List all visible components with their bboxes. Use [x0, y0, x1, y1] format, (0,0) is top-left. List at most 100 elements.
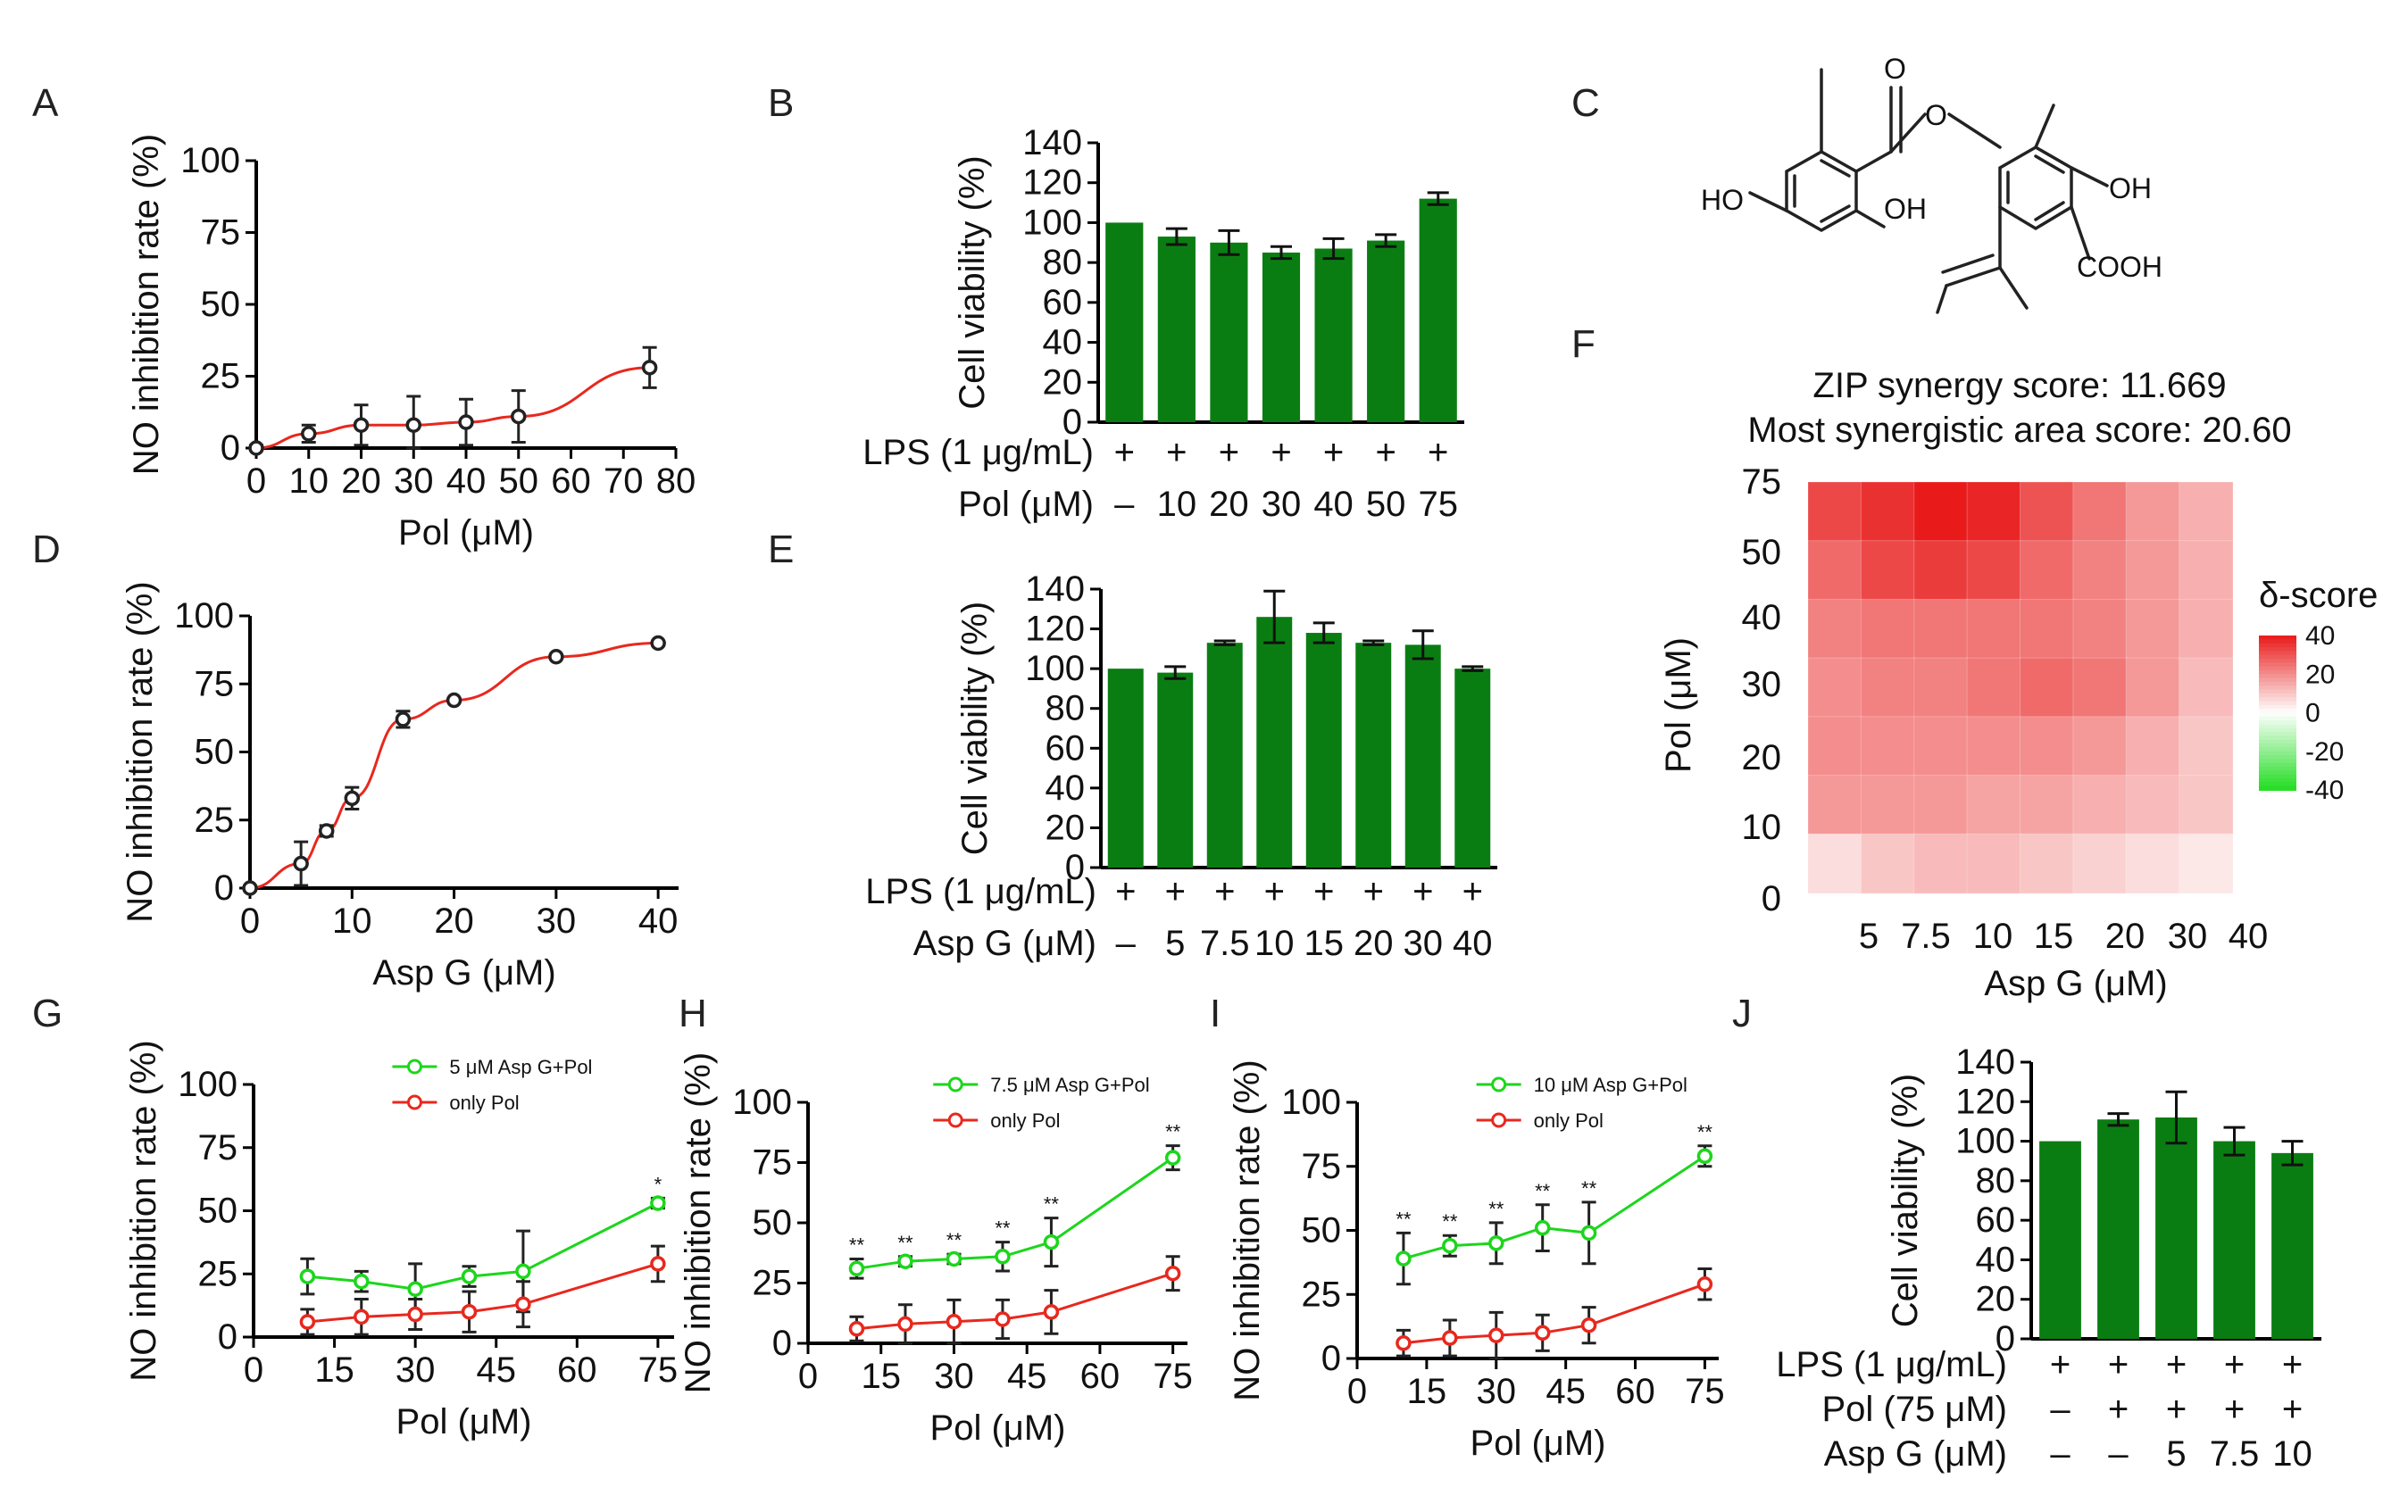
condition-cell: 10 — [1254, 924, 1295, 963]
legend-gradient-step — [2259, 669, 2296, 676]
legend-gradient-step — [2259, 747, 2296, 752]
data-point — [848, 1321, 865, 1337]
condition-cell: + — [1313, 872, 1334, 911]
data-point — [318, 823, 335, 839]
condition-cell: + — [1214, 872, 1235, 911]
y-axis-label: NO inhibition rate (%) — [124, 1040, 163, 1381]
x-tick-label: 0 — [1347, 1372, 1367, 1411]
x-tick-label: 15 — [314, 1350, 354, 1390]
legend-gradient-step — [2259, 712, 2296, 718]
bar — [2213, 1141, 2255, 1339]
data-point — [458, 414, 474, 430]
y-axis-label: NO inhibition rate (%) — [1228, 1059, 1267, 1400]
heatmap-cell — [2125, 481, 2181, 543]
condition-cell: + — [2166, 1345, 2187, 1384]
significance-mark: ** — [1697, 1121, 1713, 1143]
heatmap-cell — [1966, 481, 2021, 543]
bar — [1314, 248, 1353, 422]
series-line — [307, 1262, 659, 1324]
significance-mark: ** — [1044, 1193, 1060, 1216]
heatmap-cell — [1860, 540, 1916, 601]
x-tick-label: 30 — [1477, 1372, 1517, 1411]
heatmap-cell — [2072, 540, 2128, 601]
y-tick-label: 140 — [1025, 569, 1085, 609]
x-tick-label: 10 — [289, 461, 329, 501]
x-tick-label: 40 — [446, 461, 487, 501]
series-line — [1403, 1155, 1706, 1260]
heatmap-cell — [1807, 598, 1862, 660]
bar — [1419, 198, 1457, 422]
bar — [1206, 643, 1243, 868]
x-tick-label: 20 — [341, 461, 381, 501]
legend-gradient-step — [2259, 735, 2296, 741]
legend-gradient-step — [2259, 770, 2296, 776]
condition-cell: + — [1271, 433, 1291, 472]
legend-label: only Pol — [449, 1092, 519, 1114]
condition-cell: 40 — [1313, 485, 1354, 524]
y-tick-label: 40 — [1046, 768, 1086, 808]
y-tick-label: 30 — [1742, 665, 1782, 704]
x-tick-label: 20 — [2105, 917, 2146, 956]
heatmap-cell — [1807, 716, 1862, 777]
x-tick-label: 60 — [551, 461, 591, 501]
bar — [2097, 1119, 2139, 1339]
significance-mark: ** — [1488, 1198, 1504, 1220]
significance-mark: ** — [1535, 1180, 1551, 1202]
x-tick-label: 10 — [1973, 917, 2013, 956]
data-point — [353, 417, 370, 433]
data-point — [1442, 1330, 1458, 1346]
y-axis-label: Cell viability (%) — [1886, 1074, 1925, 1328]
legend-gradient-step — [2259, 704, 2296, 710]
y-tick-label: 25 — [201, 357, 241, 396]
y-tick-label: 0 — [772, 1324, 792, 1363]
heatmap-cell — [2179, 775, 2234, 835]
data-point — [1164, 1150, 1181, 1166]
heatmap-cell — [2125, 540, 2181, 601]
line-chart-i: 0 25 50 75 100 0 15 30 45 60 75 Pol (μM) NO inhibiti… — [1228, 1059, 1725, 1463]
data-point — [650, 635, 666, 652]
data-point — [946, 1250, 962, 1267]
condition-cell: + — [2224, 1345, 2245, 1384]
y-tick-label: 120 — [1955, 1082, 2015, 1121]
atom-label: HO — [1701, 184, 1744, 216]
x-axis-label: Pol (μM) — [1471, 1424, 1606, 1463]
heatmap-chart-f: ZIP synergy score: 11.669 Most synergisti… — [1659, 366, 2378, 1003]
data-point — [1442, 1237, 1458, 1254]
y-tick-label: 25 — [198, 1254, 238, 1293]
heatmap-cell — [2020, 716, 2075, 777]
heatmap-cell — [1966, 833, 2021, 894]
x-tick-label: 20 — [434, 901, 474, 941]
y-tick-label: 100 — [174, 596, 234, 636]
y-tick-label: 10 — [1742, 808, 1782, 847]
y-tick-label: 0 — [221, 428, 240, 468]
condition-cell: – — [2050, 1434, 2071, 1474]
heatmap-cell — [2179, 716, 2234, 777]
legend-label: 7.5 μM Asp G+Pol — [990, 1074, 1149, 1096]
y-tick-label: 40 — [1043, 323, 1083, 362]
y-tick-label: 100 — [1281, 1083, 1341, 1122]
data-point — [995, 1311, 1011, 1327]
bar — [1404, 644, 1441, 868]
y-tick-label: 40 — [1742, 598, 1782, 637]
x-tick-label: 60 — [557, 1350, 597, 1390]
x-tick-label: 30 — [396, 1350, 436, 1390]
x-tick-label: 30 — [934, 1357, 974, 1396]
legend-label: 10 μM Asp G+Pol — [1534, 1074, 1687, 1096]
legend-gradient-step — [2259, 654, 2296, 660]
y-tick-label: 100 — [178, 1065, 237, 1104]
data-point — [1488, 1327, 1504, 1343]
x-tick-label: 30 — [537, 901, 577, 941]
panel-label-h: H — [679, 992, 707, 1035]
heatmap-cell — [1913, 716, 1969, 777]
condition-cell: – — [1116, 924, 1137, 963]
legend-gradient-step — [2259, 751, 2296, 757]
heatmap-cell — [1860, 481, 1916, 543]
legend-marker — [1491, 1076, 1507, 1092]
legend-gradient-step — [2259, 685, 2296, 691]
condition-row-label: LPS (1 μg/mL) — [862, 433, 1094, 472]
data-point — [446, 692, 462, 709]
series-line — [856, 1272, 1174, 1331]
y-tick-label: 0 — [1996, 1319, 2015, 1358]
line-chart-d: 0 25 50 75 100 0 10 20 30 40 Asp G (μM) NO inhibiti… — [121, 581, 679, 993]
